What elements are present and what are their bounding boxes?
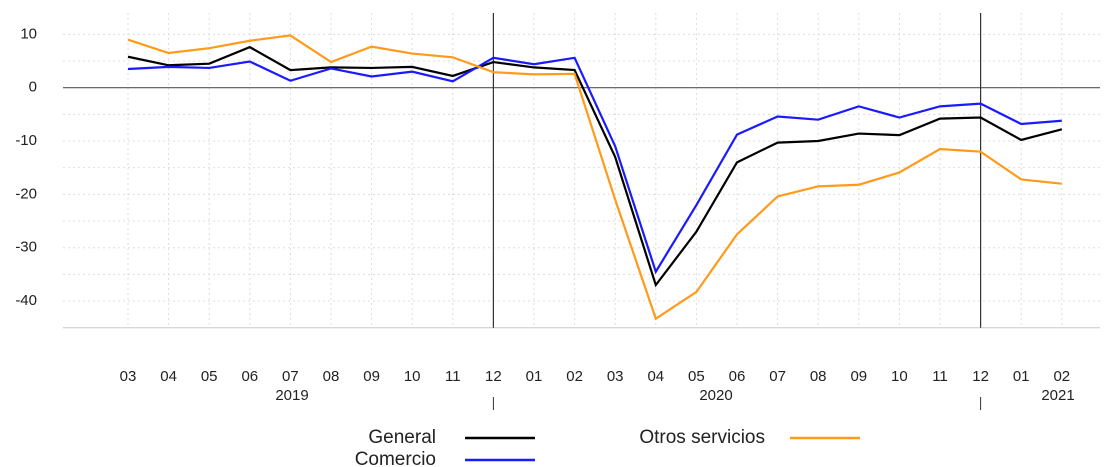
x-tick-label: 07: [769, 368, 786, 385]
x-tick-label: 05: [201, 368, 218, 385]
x-tick-label: 09: [850, 368, 867, 385]
legend-label: Otros servicios: [639, 427, 765, 448]
x-tick-label: 12: [485, 368, 502, 385]
x-tick-label: 05: [688, 368, 705, 385]
y-tick-label: 0: [29, 79, 37, 96]
x-tick-label: 11: [932, 368, 948, 385]
x-tick-label: 11: [445, 368, 461, 385]
x-tick-label: 06: [241, 368, 258, 385]
y-tick-label: 10: [20, 25, 37, 42]
series-line: [127, 56, 1062, 275]
y-tick-label: -20: [15, 185, 37, 202]
x-tick-label: 01: [526, 368, 543, 385]
x-tick-label: 08: [810, 368, 827, 385]
x-tick-label: 02: [566, 368, 583, 385]
x-tick-label: 02: [1053, 368, 1070, 385]
series-line: [127, 45, 1063, 288]
y-tick-label: -30: [15, 239, 37, 256]
x-tick-label: 08: [323, 368, 340, 385]
y-tick-label: -40: [15, 292, 37, 309]
x-tick-label: 04: [647, 368, 664, 385]
x-tick-label: 04: [160, 368, 177, 385]
year-label: 2020: [699, 387, 732, 404]
year-label: 2019: [275, 387, 308, 404]
legend-label: General: [368, 427, 436, 448]
x-tick-label: 07: [282, 368, 299, 385]
x-tick-label: 03: [120, 368, 137, 385]
x-tick-label: 10: [404, 368, 421, 385]
x-tick-label: 12: [972, 368, 989, 385]
x-tick-label: 03: [607, 368, 624, 385]
legend-label: Comercio: [355, 449, 436, 467]
x-tick-label: 09: [363, 368, 380, 385]
year-label: 2021: [1041, 387, 1074, 404]
y-tick-label: -10: [15, 132, 37, 149]
x-tick-label: 06: [729, 368, 746, 385]
x-tick-label: 01: [1013, 368, 1030, 385]
series-line: [127, 34, 1062, 321]
x-tick-label: 10: [891, 368, 908, 385]
